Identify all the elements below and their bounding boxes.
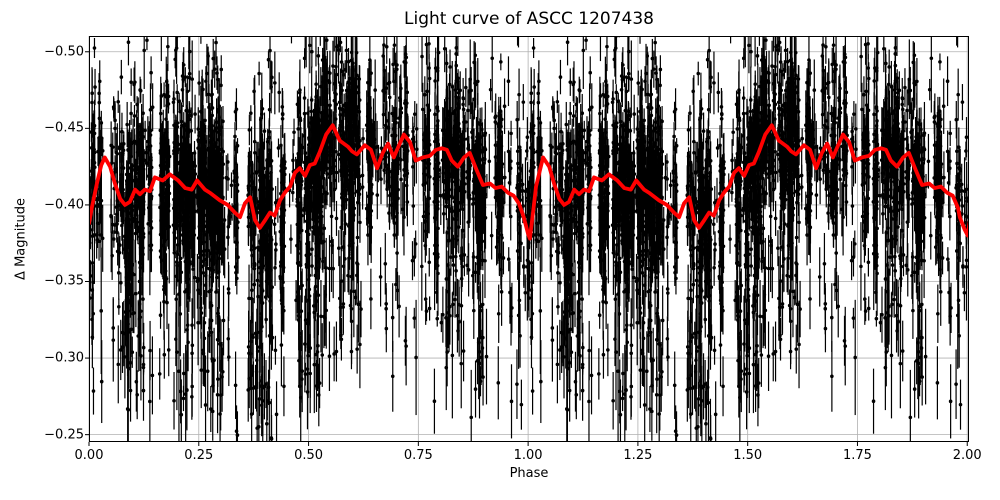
x-tick-label: 1.25 [623,448,653,463]
y-tick-label: −0.30 [44,350,84,366]
y-tick-label: −0.45 [44,120,84,136]
y-tick-label: −0.50 [44,44,84,60]
chart-title: Light curve of ASCC 1207438 [404,9,654,29]
x-tick-label: 1.00 [513,448,543,463]
y-axis-label: Δ Magnitude [13,198,29,280]
y-tick-label: −0.25 [44,427,84,443]
x-tick-label: 0.00 [74,448,104,463]
x-axis-label: Phase [509,466,549,481]
x-tick-label: 2.00 [952,448,982,463]
x-tick-label: 0.75 [403,448,433,463]
y-tick-label: −0.35 [44,273,84,289]
x-tick-label: 1.50 [733,448,763,463]
y-tick-label: −0.40 [44,197,84,213]
x-tick-label: 0.25 [184,448,214,463]
x-tick-label: 0.50 [294,448,324,463]
x-tick-label: 1.75 [842,448,872,463]
